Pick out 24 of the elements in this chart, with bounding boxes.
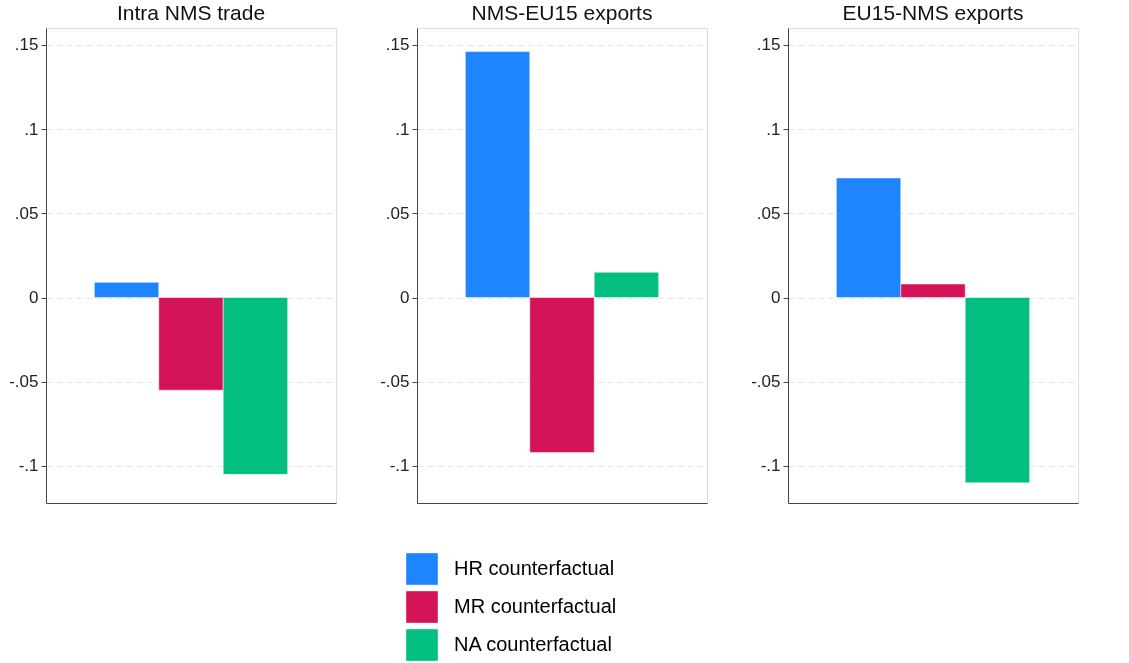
y-tick-label: .15 [756, 35, 781, 55]
y-tick-label: -.05 [380, 372, 410, 392]
y-tick-label: .15 [385, 35, 410, 55]
y-tick-label: .1 [766, 119, 781, 139]
y-tick-label: 0 [771, 288, 781, 307]
chart-title: Intra NMS trade [116, 1, 266, 24]
chart-title: EU15-NMS exports [842, 1, 1024, 24]
legend-label: NA counterfactual [454, 633, 612, 655]
y-tick-label: 0 [400, 288, 410, 307]
legend-label: MR counterfactual [454, 595, 617, 617]
y-tick-label: .05 [385, 203, 410, 223]
legend-label: HR counterfactual [454, 557, 615, 579]
chart-title: NMS-EU15 exports [471, 1, 653, 24]
y-tick-label: 0 [29, 288, 39, 307]
y-tick-label: .1 [395, 119, 410, 139]
y-tick-label: .15 [14, 35, 39, 55]
y-tick-label: .1 [24, 119, 39, 139]
y-tick-label: .05 [14, 203, 39, 223]
y-tick-label: .05 [756, 203, 781, 223]
y-tick-label: -.1 [760, 456, 781, 476]
y-tick-label: -.1 [18, 456, 39, 476]
y-tick-label: -.1 [389, 456, 410, 476]
y-tick-label: -.05 [9, 372, 39, 392]
y-tick-label: -.05 [751, 372, 781, 392]
